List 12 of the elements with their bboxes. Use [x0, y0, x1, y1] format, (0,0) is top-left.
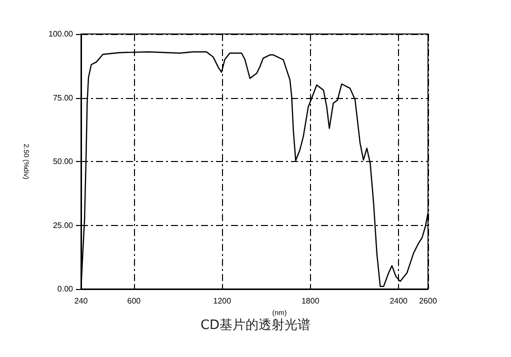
y-tick-label: 75.00	[52, 93, 74, 102]
y-tick-label: 100.00	[48, 30, 74, 38]
y-tick-label: 50.00	[52, 157, 74, 166]
text: CD基片的透射光谱	[200, 318, 311, 333]
y-tick-label: 0.00	[57, 284, 74, 294]
x-tick-label: 240	[74, 296, 88, 306]
y-tick-label: 25.00	[52, 220, 74, 230]
x-tick-label: 1200	[213, 296, 232, 306]
x-tick-label: 1800	[301, 296, 320, 306]
x-tick-label: 600	[127, 296, 142, 306]
x-tick-label: 2600	[419, 296, 438, 306]
x-tick-label: 2400	[390, 296, 408, 306]
